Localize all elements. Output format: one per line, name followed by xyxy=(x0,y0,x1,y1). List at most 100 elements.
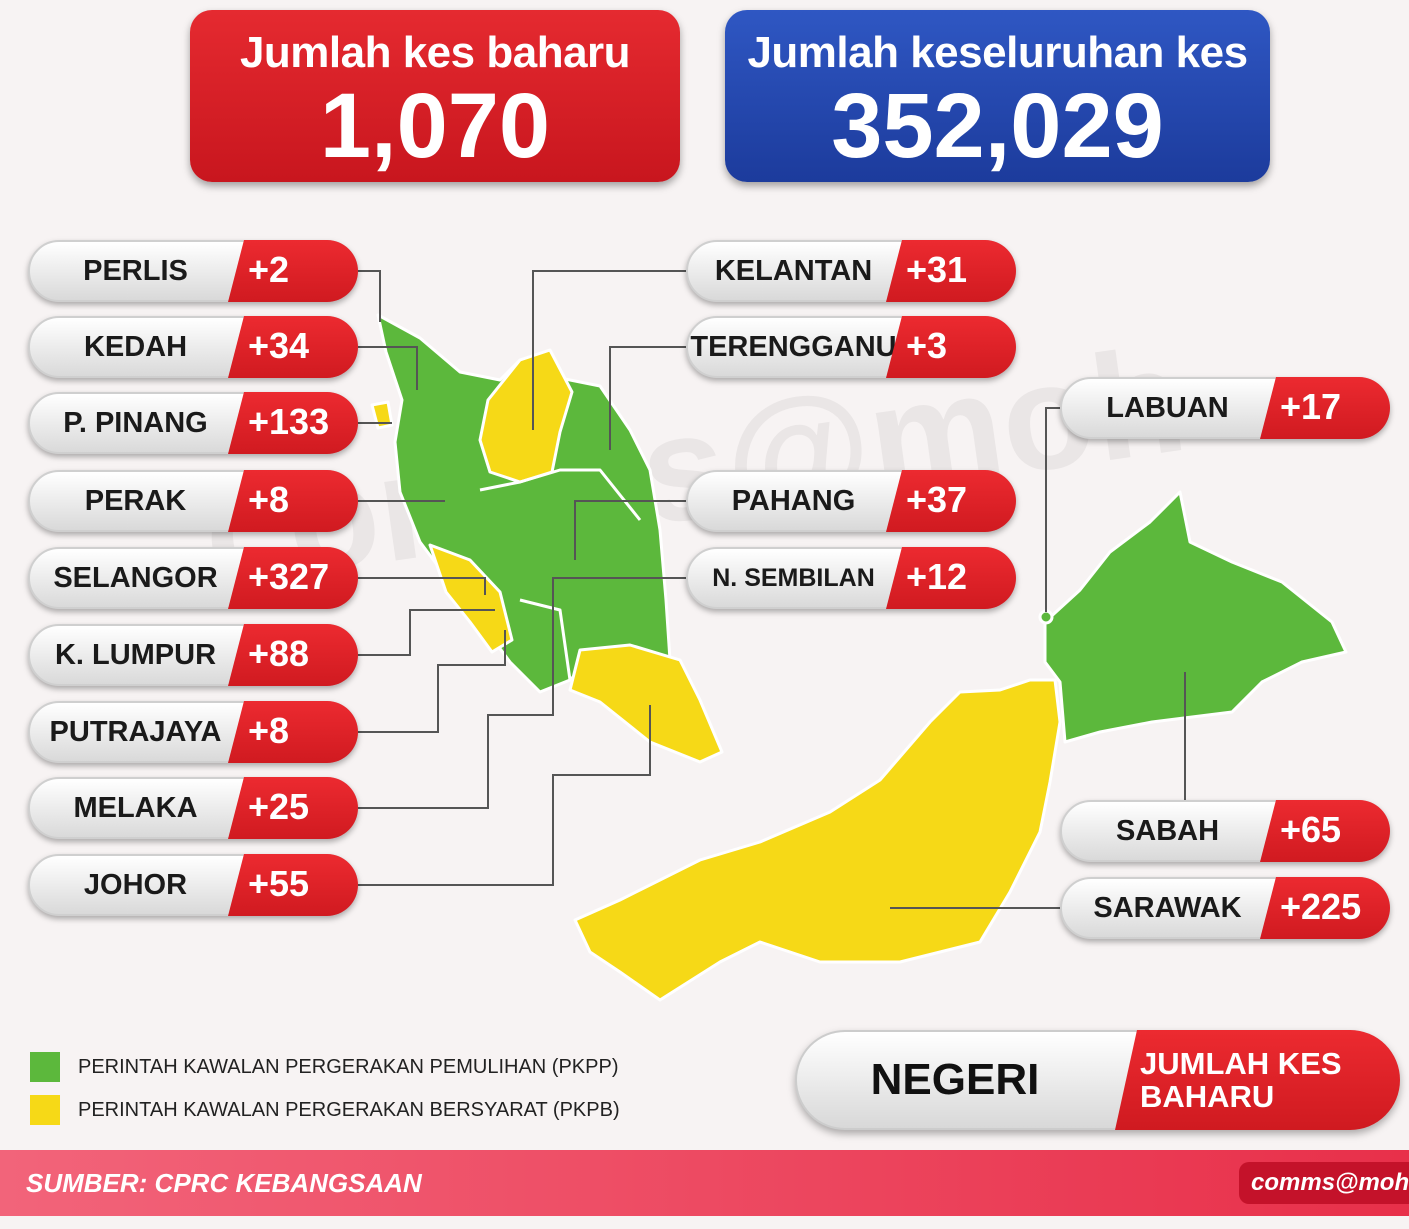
state-pill: TERENGGANU +3 xyxy=(686,316,1016,378)
leader-line xyxy=(358,600,554,809)
state-name: SELANGOR xyxy=(53,562,218,594)
state-pill: KELANTAN +31 xyxy=(686,240,1016,302)
leader-line xyxy=(358,609,495,656)
state-cases: +25 xyxy=(248,786,310,827)
summary-label: Jumlah keseluruhan kes xyxy=(747,28,1248,77)
pill-red xyxy=(1260,877,1390,939)
kelantan xyxy=(478,348,574,484)
leader-line xyxy=(358,630,506,733)
state-pill: PUTRAJAYA +8 xyxy=(28,701,358,763)
state-name: P. PINANG xyxy=(63,407,208,439)
pill-red xyxy=(228,854,358,916)
pill-red xyxy=(228,624,358,686)
penang xyxy=(370,400,394,430)
state-cases: +17 xyxy=(1280,386,1342,427)
credit: comms@moh xyxy=(1239,1162,1409,1204)
legend-swatch xyxy=(30,1052,60,1082)
state-pill: K. LUMPUR +88 xyxy=(28,624,358,686)
pill-red xyxy=(886,240,1016,302)
key-box: NEGERI JUMLAH KES BAHARU xyxy=(795,1030,1400,1130)
state-cases: +37 xyxy=(906,479,968,520)
leader-line xyxy=(574,500,686,560)
state-name: KEDAH xyxy=(83,331,188,363)
state-cases: +55 xyxy=(248,863,310,904)
state-pill: N. SEMBILAN +12 xyxy=(686,547,1016,609)
state-pill: P. PINANG +133 xyxy=(28,392,358,454)
pill-red xyxy=(228,777,358,839)
labuan xyxy=(1038,609,1054,625)
legend-label: PERINTAH KAWALAN PERGERAKAN BERSYARAT (P… xyxy=(78,1098,620,1121)
legend-label: PERINTAH KAWALAN PERGERAKAN PEMULIHAN (P… xyxy=(78,1055,619,1078)
pill-red xyxy=(228,316,358,378)
legend-item: PERINTAH KAWALAN PERGERAKAN PEMULIHAN (P… xyxy=(30,1052,618,1082)
state-cases: +31 xyxy=(906,249,968,290)
source: SUMBER: CPRC KEBANGSAAN xyxy=(26,1168,422,1198)
state-name: SABAH xyxy=(1115,815,1220,847)
state-name: PERLIS xyxy=(83,255,188,287)
state-cases: +12 xyxy=(906,556,968,597)
state-pill: JOHOR +55 xyxy=(28,854,358,916)
state-name: LABUAN xyxy=(1106,392,1229,424)
pill-red xyxy=(228,470,358,532)
leader-line xyxy=(532,270,686,430)
leader-line xyxy=(358,705,651,886)
state-pill: SELANGOR +327 xyxy=(28,547,358,609)
pill-red xyxy=(1260,377,1390,439)
state-cases: +88 xyxy=(248,633,310,674)
leader-line xyxy=(1045,407,1060,612)
state-name: SARAWAK xyxy=(1093,892,1242,924)
state-cases: +8 xyxy=(248,710,290,751)
state-pill: MELAKA +25 xyxy=(28,777,358,839)
border xyxy=(479,468,642,521)
pill-red xyxy=(228,240,358,302)
johor xyxy=(568,643,724,764)
state-name: PUTRAJAYA xyxy=(49,716,222,748)
state-pill: PERAK +8 xyxy=(28,470,358,532)
sarawak xyxy=(573,678,1062,1002)
state-cases: +2 xyxy=(248,249,290,290)
state-cases: +34 xyxy=(248,325,310,366)
state-cases: +65 xyxy=(1280,809,1342,850)
pill-red xyxy=(228,701,358,763)
pill-red xyxy=(886,547,1016,609)
state-cases: +8 xyxy=(248,479,290,520)
legend-item: PERINTAH KAWALAN PERGERAKAN BERSYARAT (P… xyxy=(30,1095,620,1125)
state-pill: PERLIS +2 xyxy=(28,240,358,302)
state-name: PAHANG xyxy=(731,485,856,517)
state-cases: +225 xyxy=(1280,886,1362,927)
summary-label: Jumlah kes baharu xyxy=(239,28,631,77)
new-cases-box: Jumlah kes baharu 1,070 xyxy=(190,10,680,182)
border xyxy=(519,598,572,681)
state-name: KELANTAN xyxy=(714,255,873,287)
footer: SUMBER: CPRC KEBANGSAAN comms@moh xyxy=(0,1150,1409,1216)
state-pill: PAHANG +37 xyxy=(686,470,1016,532)
state-name: MELAKA xyxy=(73,792,198,824)
pill-red xyxy=(1260,800,1390,862)
state-cases: +327 xyxy=(248,556,330,597)
sabah xyxy=(1043,490,1348,744)
state-pill: SARAWAK +225 xyxy=(1060,877,1390,939)
pill-red xyxy=(228,547,358,609)
selangor xyxy=(428,543,514,654)
state-pill: KEDAH +34 xyxy=(28,316,358,378)
leader-line xyxy=(358,346,418,390)
leader-line xyxy=(609,346,686,450)
key-cases: JUMLAH KES BAHARU xyxy=(1140,1046,1342,1114)
state-pill: LABUAN +17 xyxy=(1060,377,1390,439)
state-name: K. LUMPUR xyxy=(54,639,217,671)
state-name: N. SEMBILAN xyxy=(712,564,875,592)
summary-value: 352,029 xyxy=(831,75,1164,177)
leader-line xyxy=(358,577,486,595)
key-red xyxy=(1115,1030,1400,1130)
key-state: NEGERI xyxy=(870,1055,1040,1104)
pill-red xyxy=(886,470,1016,532)
state-name: TERENGGANU xyxy=(690,331,897,363)
summary-value: 1,070 xyxy=(319,75,551,177)
leader-line xyxy=(358,270,381,322)
total-cases-box: Jumlah keseluruhan kes 352,029 xyxy=(725,10,1270,182)
pill-red xyxy=(886,316,1016,378)
state-cases: +3 xyxy=(906,325,948,366)
state-name: PERAK xyxy=(84,485,187,517)
state-pill: SABAH +65 xyxy=(1060,800,1390,862)
